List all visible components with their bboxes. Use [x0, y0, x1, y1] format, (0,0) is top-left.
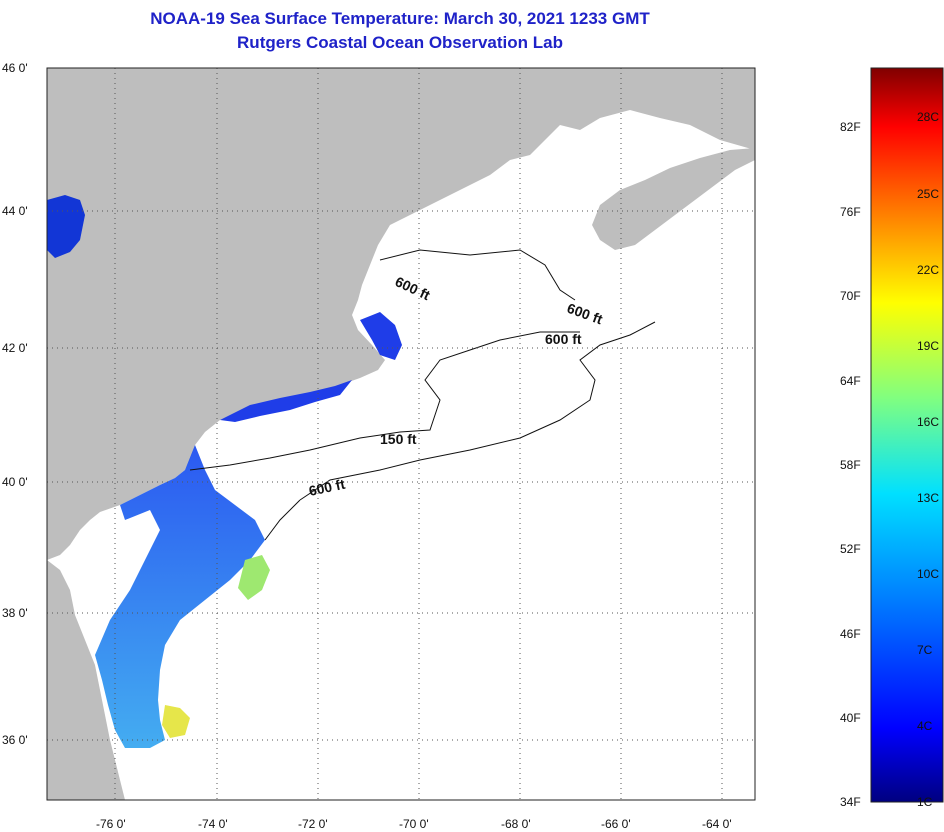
sst-long-island-sound: [220, 380, 352, 422]
land-nova-scotia: [592, 148, 755, 250]
lat-label: 44 0': [2, 204, 28, 218]
colorbar-c-label: 13C: [917, 491, 939, 505]
sst-warm-patch-south: [162, 705, 190, 738]
colorbar-f-label: 34F: [840, 795, 861, 809]
lat-label: 40 0': [2, 475, 28, 489]
grid-lines: [47, 68, 755, 800]
sst-warm-patch-east: [238, 555, 270, 600]
sst-lake-ontario: [47, 195, 85, 258]
colorbar-f-label: 40F: [840, 711, 861, 725]
colorbar-f-label: 70F: [840, 289, 861, 303]
lon-label: -64 0': [702, 817, 732, 831]
lon-label: -68 0': [501, 817, 531, 831]
lat-label: 46 0': [2, 61, 28, 75]
colorbar-f-label: 76F: [840, 205, 861, 219]
colorbar-c-label: 19C: [917, 339, 939, 353]
sst-midatlantic: [95, 445, 265, 748]
land-mainland: [47, 68, 755, 560]
colorbar-f-label: 46F: [840, 627, 861, 641]
colorbar-f-label: 52F: [840, 542, 861, 556]
contour-label-600-c: 600 ft: [545, 331, 582, 347]
lon-label: -74 0': [198, 817, 228, 831]
colorbar-c-label: 22C: [917, 263, 939, 277]
colorbar-f-label: 64F: [840, 374, 861, 388]
colorbar-c-label: 16C: [917, 415, 939, 429]
colorbar-c-label: 10C: [917, 567, 939, 581]
chart-subtitle: Rutgers Coastal Ocean Observation Lab: [237, 33, 563, 52]
contour-label-150: 150 ft: [380, 431, 417, 447]
land-delmarva: [47, 560, 125, 800]
lat-label: 38 0': [2, 606, 28, 620]
bathymetry-contours: [189, 249, 656, 541]
lat-label: 42 0': [2, 341, 28, 355]
colorbar-c-label: 28C: [917, 110, 939, 124]
colorbar-f-label: 58F: [840, 458, 861, 472]
lat-label: 36 0': [2, 733, 28, 747]
colorbar-c-label: 4C: [917, 719, 933, 733]
map-frame: [46, 67, 756, 801]
chart-title: NOAA-19 Sea Surface Temperature: March 3…: [150, 9, 650, 28]
colorbar-f-label: 82F: [840, 120, 861, 134]
colorbar-c-label: 7C: [917, 643, 933, 657]
lon-label: -66 0': [601, 817, 631, 831]
lon-label: -72 0': [298, 817, 328, 831]
lon-label: -76 0': [96, 817, 126, 831]
sst-cape-cod: [360, 312, 402, 360]
contour-label-600-d: 600 ft: [307, 476, 346, 499]
colorbar-c-label: 1C: [917, 795, 933, 809]
colorbar: [870, 67, 944, 803]
colorbar-c-label: 25C: [917, 187, 939, 201]
lon-label: -70 0': [399, 817, 429, 831]
